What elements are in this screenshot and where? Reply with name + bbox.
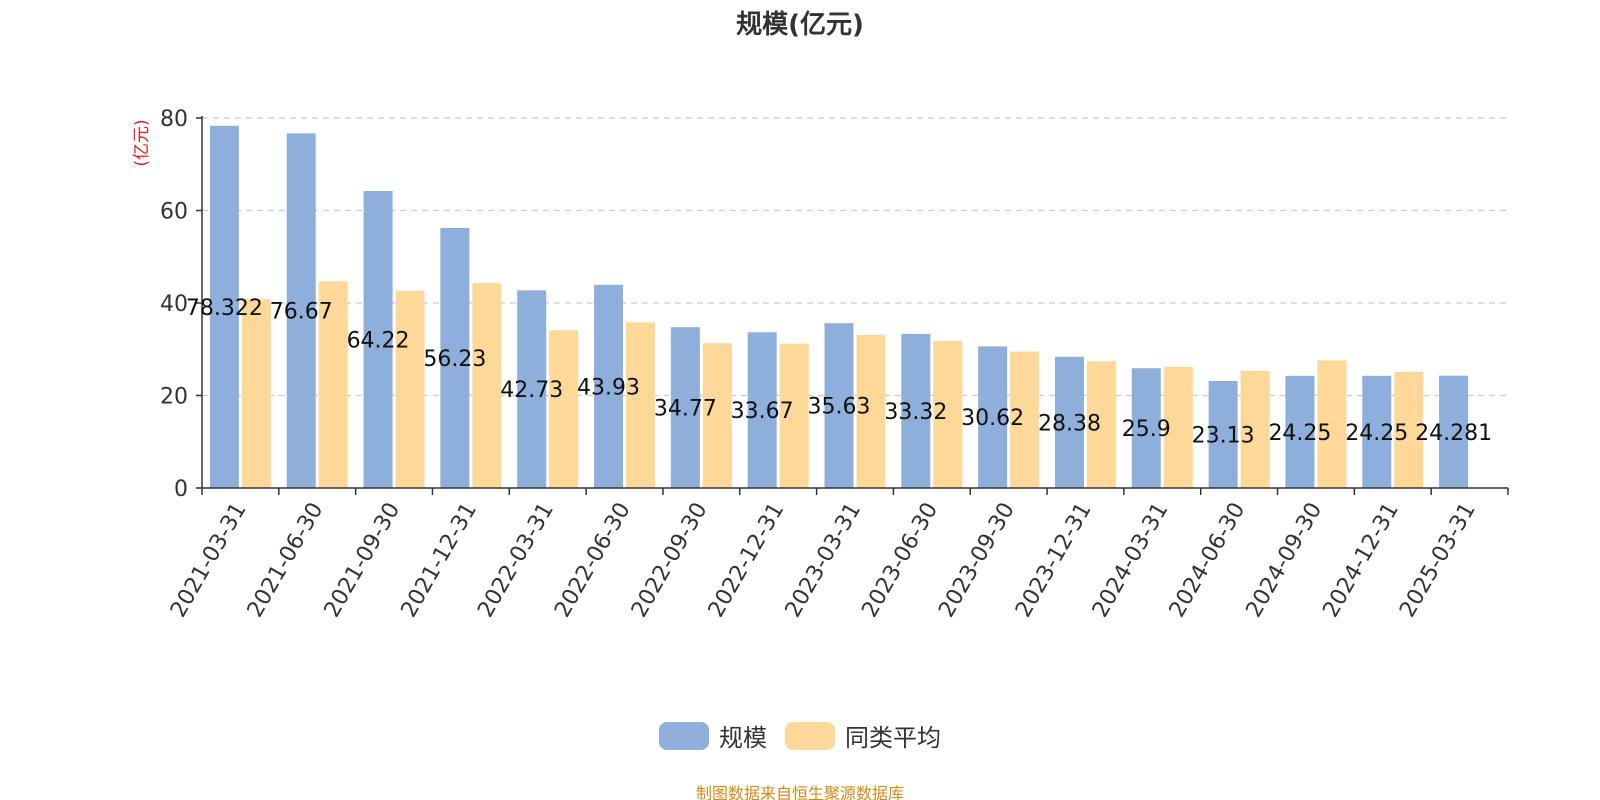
y-tick-label: 80 xyxy=(160,107,188,132)
x-tick-label: 2022-03-31 xyxy=(473,499,559,622)
x-tick-label: 2021-06-30 xyxy=(243,499,329,622)
y-tick-label: 20 xyxy=(160,385,188,410)
bar-scale xyxy=(901,333,931,488)
data-label: 33.67 xyxy=(731,399,794,424)
bar-category-average xyxy=(1240,370,1270,488)
data-label: 64.22 xyxy=(347,328,410,353)
x-tick-label: 2021-12-31 xyxy=(396,499,482,622)
bar-category-average xyxy=(472,283,502,488)
data-label: 28.38 xyxy=(1038,411,1101,436)
bar-category-average xyxy=(626,322,656,488)
bar-category-average xyxy=(779,343,809,488)
bar-category-average xyxy=(395,290,425,488)
x-tick-label: 2024-03-31 xyxy=(1088,499,1174,622)
x-tick-label: 2021-09-30 xyxy=(320,499,406,622)
legend-label: 同类平均 xyxy=(845,724,941,752)
bar-category-average xyxy=(856,334,886,488)
bar-category-average xyxy=(1163,366,1193,488)
y-tick-label: 0 xyxy=(174,477,188,502)
data-label: 24.281 xyxy=(1415,421,1492,446)
bar-category-average xyxy=(702,343,732,488)
bar-scale xyxy=(517,290,547,488)
data-label: 24.25 xyxy=(1345,421,1408,446)
x-tick-label: 2024-06-30 xyxy=(1165,499,1251,622)
bar-category-average xyxy=(318,281,348,488)
data-label: 34.77 xyxy=(654,397,717,422)
bar-scale xyxy=(594,284,624,488)
x-tick-label: 2023-12-31 xyxy=(1011,499,1097,622)
x-tick-label: 2024-12-31 xyxy=(1318,499,1404,622)
x-tick-label: 2025-03-31 xyxy=(1395,499,1481,622)
bar-scale xyxy=(1439,375,1469,488)
data-label: 23.13 xyxy=(1192,424,1255,449)
bar-scale xyxy=(440,227,470,488)
x-tick-label: 2023-09-30 xyxy=(934,499,1020,622)
legend-label: 规模 xyxy=(719,724,767,752)
legend-item-category-average[interactable]: 同类平均 xyxy=(785,718,941,753)
bar-scale xyxy=(1362,375,1392,488)
data-label: 24.25 xyxy=(1268,421,1331,446)
data-label: 35.63 xyxy=(808,395,871,420)
bar-category-average xyxy=(1317,360,1347,488)
legend-item-scale[interactable]: 规模 xyxy=(659,718,767,753)
bar-scale xyxy=(286,133,316,488)
bar-scale xyxy=(209,125,239,489)
x-tick-label: 2022-09-30 xyxy=(627,499,713,622)
bar-category-average xyxy=(933,340,963,488)
bar-scale xyxy=(670,327,700,488)
bar-category-average xyxy=(1010,351,1040,488)
bar-scale xyxy=(824,323,854,488)
bar-category-average xyxy=(1086,361,1116,488)
chart-title: 规模(亿元) xyxy=(736,10,864,40)
x-tick-label: 2023-03-31 xyxy=(781,499,867,622)
bar-scale xyxy=(1208,381,1238,488)
x-tick-label: 2024-09-30 xyxy=(1242,499,1328,622)
bar-scale xyxy=(1131,368,1161,488)
legend: 规模 同类平均 xyxy=(0,718,1600,753)
bar-category-average xyxy=(241,299,271,488)
x-tick-label: 2023-06-30 xyxy=(857,499,943,622)
bar-category-average xyxy=(549,330,579,488)
x-tick-label: 2022-06-30 xyxy=(550,499,636,622)
x-tick-label: 2021-03-31 xyxy=(166,499,252,622)
source-note: 制图数据来自恒生聚源数据库 xyxy=(695,784,904,800)
data-label: 78.322 xyxy=(186,296,263,321)
data-label: 33.32 xyxy=(884,400,947,425)
y-tick-label: 40 xyxy=(160,292,188,317)
bar-scale xyxy=(1285,375,1315,488)
data-label: 30.62 xyxy=(961,406,1024,431)
data-label: 56.23 xyxy=(423,347,486,372)
bar-scale xyxy=(978,346,1008,488)
bar-scale xyxy=(747,332,777,488)
x-tick-label: 2022-12-31 xyxy=(704,499,790,622)
data-label: 42.73 xyxy=(500,378,563,403)
y-tick-label: 60 xyxy=(160,200,188,225)
bar-scale xyxy=(363,190,393,489)
legend-swatch xyxy=(785,721,835,750)
data-label: 25.9 xyxy=(1122,417,1171,442)
legend-swatch xyxy=(659,721,709,750)
y-axis-label: (亿元) xyxy=(132,119,152,166)
bar-category-average xyxy=(1394,371,1424,488)
data-label: 76.67 xyxy=(270,300,333,325)
data-label: 43.93 xyxy=(577,375,640,400)
bar-scale xyxy=(1054,356,1084,488)
